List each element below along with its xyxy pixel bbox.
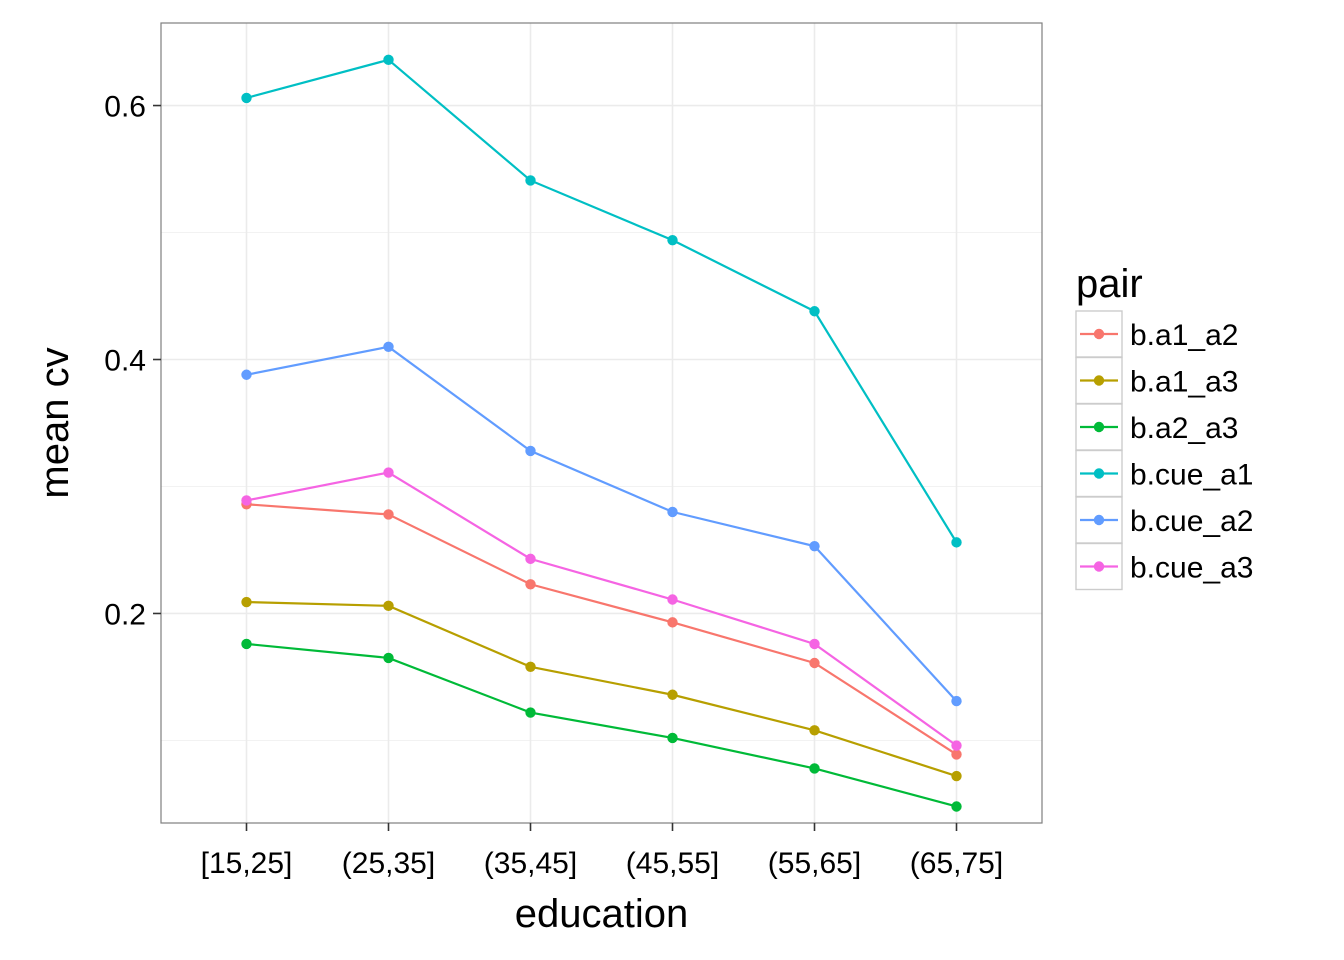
legend-label: b.cue_a1	[1130, 459, 1253, 492]
data-point	[383, 652, 394, 664]
data-point	[809, 725, 820, 736]
data-point	[809, 306, 820, 317]
data-point	[241, 369, 252, 380]
series-b.cue_a2	[241, 341, 962, 707]
data-point	[809, 638, 820, 650]
data-point	[383, 600, 394, 612]
legend-label: b.cue_a2	[1130, 505, 1253, 538]
legend-title: pair	[1076, 262, 1143, 306]
legend-key-point	[1093, 375, 1105, 386]
data-point	[525, 661, 536, 673]
legend-item-b.cue_a1: b.cue_a1	[1075, 449, 1253, 498]
y-axis-title: mean cv	[33, 347, 77, 498]
data-point	[809, 763, 820, 774]
series-b.cue_a3	[241, 467, 962, 751]
data-point	[667, 594, 678, 605]
plot-border	[160, 22, 1043, 824]
data-point	[525, 175, 536, 186]
x-tick-label: (65,75]	[910, 847, 1003, 880]
data-point	[241, 495, 252, 506]
legend: pair b.a1_a2 b.a1_a3 b.a2_a3 b.cue_a1 b.cue_…	[1075, 262, 1253, 591]
data-point	[951, 749, 962, 760]
data-point	[525, 707, 536, 718]
data-point	[951, 537, 962, 548]
legend-key-point	[1093, 328, 1105, 340]
legend-item-b.a1_a3: b.a1_a3	[1075, 356, 1238, 405]
data-point	[383, 54, 394, 66]
data-point	[667, 617, 678, 628]
data-point	[951, 740, 962, 751]
y-tick-label: 0.2	[104, 598, 146, 631]
x-tick-label: (25,35]	[342, 847, 435, 880]
legend-key-point	[1093, 468, 1105, 479]
data-point	[525, 445, 536, 457]
minor-gridlines	[161, 232, 1042, 741]
series-b.a2_a3	[241, 638, 962, 812]
series-b.a1_a3	[241, 596, 962, 782]
data-point	[525, 579, 536, 590]
series-line	[246, 58, 958, 543]
legend-key-point	[1093, 514, 1105, 526]
legend-item-b.a2_a3: b.a2_a3	[1075, 403, 1238, 451]
series-layer	[241, 54, 962, 812]
data-point	[809, 657, 820, 669]
data-point	[383, 341, 394, 353]
data-point	[667, 506, 678, 518]
data-point	[667, 732, 678, 744]
legend-label: b.a2_a3	[1130, 412, 1238, 445]
legend-item-b.cue_a2: b.cue_a2	[1075, 496, 1253, 544]
series-line	[246, 345, 958, 702]
data-point	[951, 801, 962, 812]
data-point	[951, 695, 962, 707]
data-point	[383, 467, 394, 478]
data-point	[667, 689, 678, 700]
legend-key-point	[1093, 561, 1105, 572]
legend-item-b.cue_a3: b.cue_a3	[1075, 542, 1253, 591]
y-tick-label: 0.4	[104, 345, 146, 378]
series-line	[246, 600, 957, 778]
series-line	[246, 642, 957, 808]
data-point	[667, 234, 678, 246]
series-line	[246, 471, 958, 747]
x-tick-label: [15,25]	[201, 847, 293, 880]
data-point	[241, 92, 252, 104]
data-point	[383, 509, 394, 520]
series-line	[246, 503, 958, 756]
series-b.cue_a1	[241, 54, 962, 548]
data-point	[525, 553, 536, 565]
x-tick-label: (35,45]	[484, 847, 577, 880]
axes: 0.2 0.4 0.6 [15,25] (25,35] (35,45] (45,55] (55…	[104, 91, 1003, 880]
data-point	[241, 638, 252, 650]
data-point	[809, 540, 820, 552]
data-point	[951, 770, 962, 782]
x-tick-label: (55,65]	[768, 847, 861, 880]
legend-label: b.a1_a3	[1130, 366, 1238, 399]
y-tick-label: 0.6	[104, 91, 146, 124]
legend-item-b.a1_a2: b.a1_a2	[1075, 310, 1238, 358]
plot-panel	[161, 23, 1042, 823]
x-tick-label: (45,55]	[626, 847, 719, 880]
data-point	[241, 596, 252, 608]
x-axis-title: education	[515, 892, 688, 936]
legend-key-point	[1093, 421, 1105, 433]
legend-label: b.a1_a2	[1130, 319, 1238, 352]
legend-label: b.cue_a3	[1130, 552, 1253, 585]
